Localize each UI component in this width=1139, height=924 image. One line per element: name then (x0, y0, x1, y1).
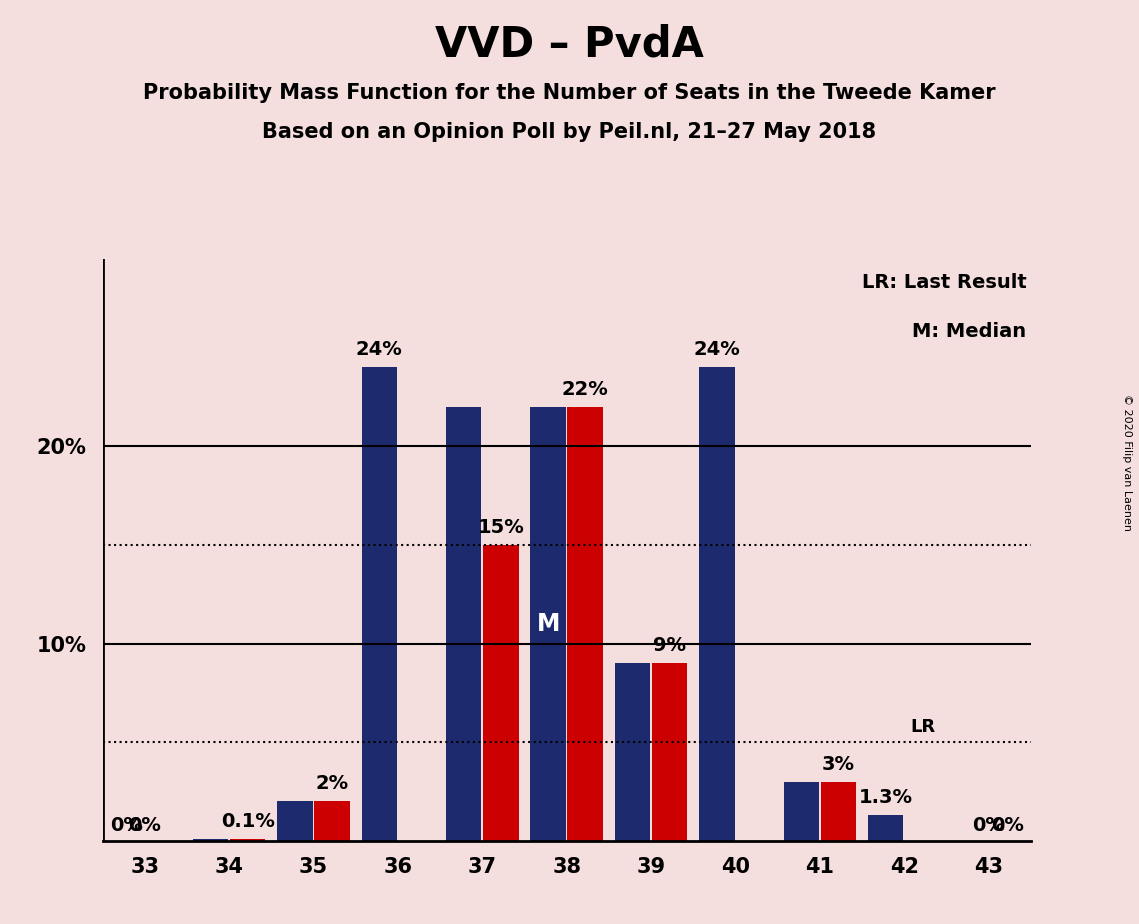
Text: 0%: 0% (973, 816, 1005, 835)
Text: 3%: 3% (822, 755, 855, 773)
Text: 15%: 15% (477, 518, 524, 537)
Bar (192, 839, 228, 841)
Text: Probability Mass Function for the Number of Seats in the Tweede Kamer: Probability Mass Function for the Number… (144, 83, 995, 103)
Text: 9%: 9% (653, 637, 686, 655)
Bar (446, 407, 482, 841)
Text: © 2020 Filip van Laenen: © 2020 Filip van Laenen (1122, 394, 1132, 530)
Text: 0%: 0% (991, 816, 1024, 835)
Text: 24%: 24% (694, 340, 740, 359)
Bar (230, 839, 265, 841)
Text: LR: LR (910, 718, 935, 736)
Text: M: M (536, 612, 559, 636)
Text: 24%: 24% (355, 340, 403, 359)
Text: 0%: 0% (109, 816, 142, 835)
Bar (784, 782, 819, 841)
Bar (314, 801, 350, 841)
Bar (699, 367, 735, 841)
Text: Based on an Opinion Poll by Peil.nl, 21–27 May 2018: Based on an Opinion Poll by Peil.nl, 21–… (262, 122, 877, 142)
Text: 0%: 0% (129, 816, 161, 835)
Bar (483, 545, 518, 841)
Bar (615, 663, 650, 841)
Bar (277, 801, 312, 841)
Text: 1.3%: 1.3% (859, 788, 912, 808)
Text: LR: Last Result: LR: Last Result (862, 273, 1026, 292)
Bar (361, 367, 398, 841)
Bar (821, 782, 857, 841)
Bar (652, 663, 687, 841)
Text: 22%: 22% (562, 380, 608, 399)
Text: 2%: 2% (316, 774, 349, 794)
Text: M: Median: M: Median (912, 322, 1026, 341)
Text: 0.1%: 0.1% (221, 812, 274, 831)
Bar (868, 815, 903, 841)
Bar (567, 407, 603, 841)
Bar (531, 407, 566, 841)
Text: VVD – PvdA: VVD – PvdA (435, 23, 704, 65)
